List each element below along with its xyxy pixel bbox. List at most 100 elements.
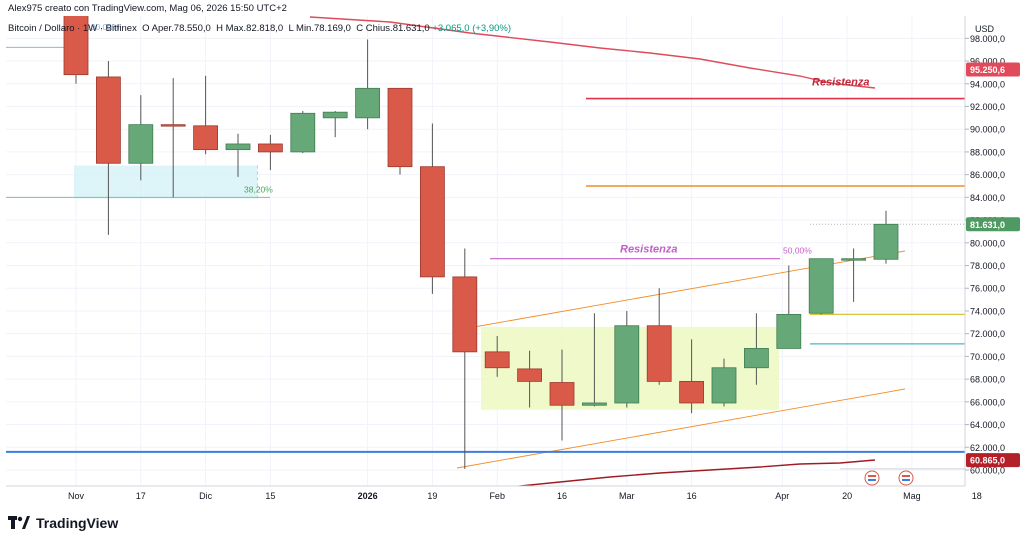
candle[interactable]	[744, 313, 769, 385]
moving-average-dark	[512, 459, 876, 486]
event-flag-stripe	[868, 475, 876, 477]
price-axis[interactable]: USD 60.000,0 62.000,0 64.000,0 66.000,0 68.00…	[964, 16, 1020, 486]
resistance-label-mid[interactable]: Resistenza	[620, 244, 677, 256]
channel-lower	[456, 388, 906, 469]
time-tick-label: 20	[842, 491, 852, 501]
price-tick-label: 62.000,0	[970, 443, 1005, 453]
time-tick-label: Mag	[903, 491, 921, 501]
candle[interactable]	[63, 0, 89, 84]
high-value: Max.82.818,0	[225, 23, 284, 34]
price-axis-label-bg	[966, 453, 1020, 468]
channel-upper	[456, 250, 906, 331]
close-value: Chius.81.631,0	[365, 23, 430, 34]
price-tick-label: 90.000,0	[970, 125, 1005, 135]
price-tick-label: 74.000,0	[970, 306, 1005, 316]
price-tick-label: 88.000,0	[970, 147, 1005, 157]
price-tick-label: 96.000,0	[970, 57, 1005, 67]
candle-body	[646, 325, 672, 382]
candle[interactable]	[646, 288, 672, 385]
candle[interactable]	[484, 335, 510, 377]
candle-body	[484, 351, 510, 369]
time-tick-label: Feb	[489, 491, 505, 501]
time-axis[interactable]: Nov 17 Dic 15 2026 19 Feb 16 Mar 16 Apr 20 Mag 18	[6, 485, 982, 501]
candle-body	[290, 112, 316, 153]
candle[interactable]	[873, 210, 899, 264]
price-axis-label-text: 60.865,0	[970, 456, 1005, 466]
candle-body	[193, 125, 219, 151]
drawings-layer: Resistenza Resistenza 38,20% 50,00% 100,00%	[6, 16, 965, 486]
price-tick-label: 70.000,0	[970, 352, 1005, 362]
moving-average-red	[309, 16, 876, 89]
candle[interactable]	[452, 248, 478, 469]
price-tick-label: 78.000,0	[970, 261, 1005, 271]
time-tick-label: 17	[136, 491, 146, 501]
time-tick-label: 18	[972, 491, 982, 501]
fib-zone-rect	[74, 165, 258, 199]
symbol-name[interactable]: Bitcoin / Dollaro · 1W · Bitfinex	[8, 23, 137, 34]
candle-body	[257, 143, 283, 153]
price-tick-label: 76.000,0	[970, 284, 1005, 294]
tradingview-logo[interactable]: TradingView	[8, 515, 118, 531]
close-label: C	[356, 23, 364, 34]
candle[interactable]	[322, 111, 348, 138]
price-tick-label: 86.000,0	[970, 170, 1005, 180]
price-axis-label-text: 95.250,6	[970, 65, 1005, 75]
event-flag-stripe	[902, 479, 910, 481]
candle[interactable]	[614, 310, 640, 408]
candle[interactable]	[96, 61, 121, 235]
price-tick-label: 98.000,0	[970, 34, 1005, 44]
fib-label-50: 50,00%	[783, 246, 812, 256]
low-value: Min.78.169,0	[296, 23, 351, 34]
time-tick-label: 19	[427, 491, 437, 501]
candle[interactable]	[776, 265, 802, 349]
candle-body	[419, 166, 445, 278]
candle[interactable]	[679, 339, 704, 414]
candle[interactable]	[290, 111, 316, 154]
candle[interactable]	[355, 39, 381, 130]
price-tick-label: 64.000,0	[970, 420, 1005, 430]
fib-label-100: 100,00%	[86, 22, 120, 32]
price-axis-label: 81.631,0	[966, 217, 1020, 232]
event-flag-ring	[864, 470, 880, 486]
price-tick-label: 60.000,0	[970, 466, 1005, 476]
candle[interactable]	[808, 258, 834, 315]
candles-layer	[63, 0, 914, 486]
candle[interactable]	[419, 123, 445, 294]
price-tick-label: 94.000,0	[970, 79, 1005, 89]
candle[interactable]	[257, 134, 283, 171]
candle-body	[711, 367, 737, 404]
candle-body	[679, 380, 704, 404]
price-tick-label: 68.000,0	[970, 375, 1005, 385]
candle[interactable]	[549, 349, 575, 441]
change-value: +3.065,0 (+3,90%)	[432, 23, 512, 34]
candle[interactable]	[387, 87, 413, 175]
candle[interactable]	[582, 313, 607, 407]
price-tick-label: 92.000,0	[970, 102, 1005, 112]
candle-body	[549, 382, 575, 406]
candle-body	[128, 124, 154, 164]
candle[interactable]	[193, 75, 219, 155]
price-axis-label-bg	[966, 217, 1020, 232]
candle[interactable]	[128, 95, 154, 181]
candle-body	[808, 258, 834, 314]
candle[interactable]	[517, 350, 542, 408]
high-label: H	[216, 23, 223, 34]
resistance-label-top[interactable]: Resistenza	[812, 77, 869, 89]
candle[interactable]	[225, 133, 251, 177]
candle-body	[744, 348, 769, 369]
price-axis-label-bg	[966, 62, 1020, 77]
candle-body	[96, 76, 121, 164]
time-tick-label: 15	[265, 491, 275, 501]
event-flag-icon[interactable]	[864, 470, 880, 486]
candle[interactable]	[160, 78, 186, 198]
event-flag-icon[interactable]	[898, 470, 914, 486]
fib-label-382: 38,20%	[244, 184, 273, 194]
candle-body	[776, 313, 802, 349]
candle-body	[225, 143, 251, 151]
candle[interactable]	[841, 248, 866, 302]
open-value: Aper.78.550,0	[151, 23, 211, 34]
time-tick-label: Nov	[68, 491, 85, 501]
candle[interactable]	[711, 358, 737, 407]
time-tick-label: 16	[687, 491, 697, 501]
